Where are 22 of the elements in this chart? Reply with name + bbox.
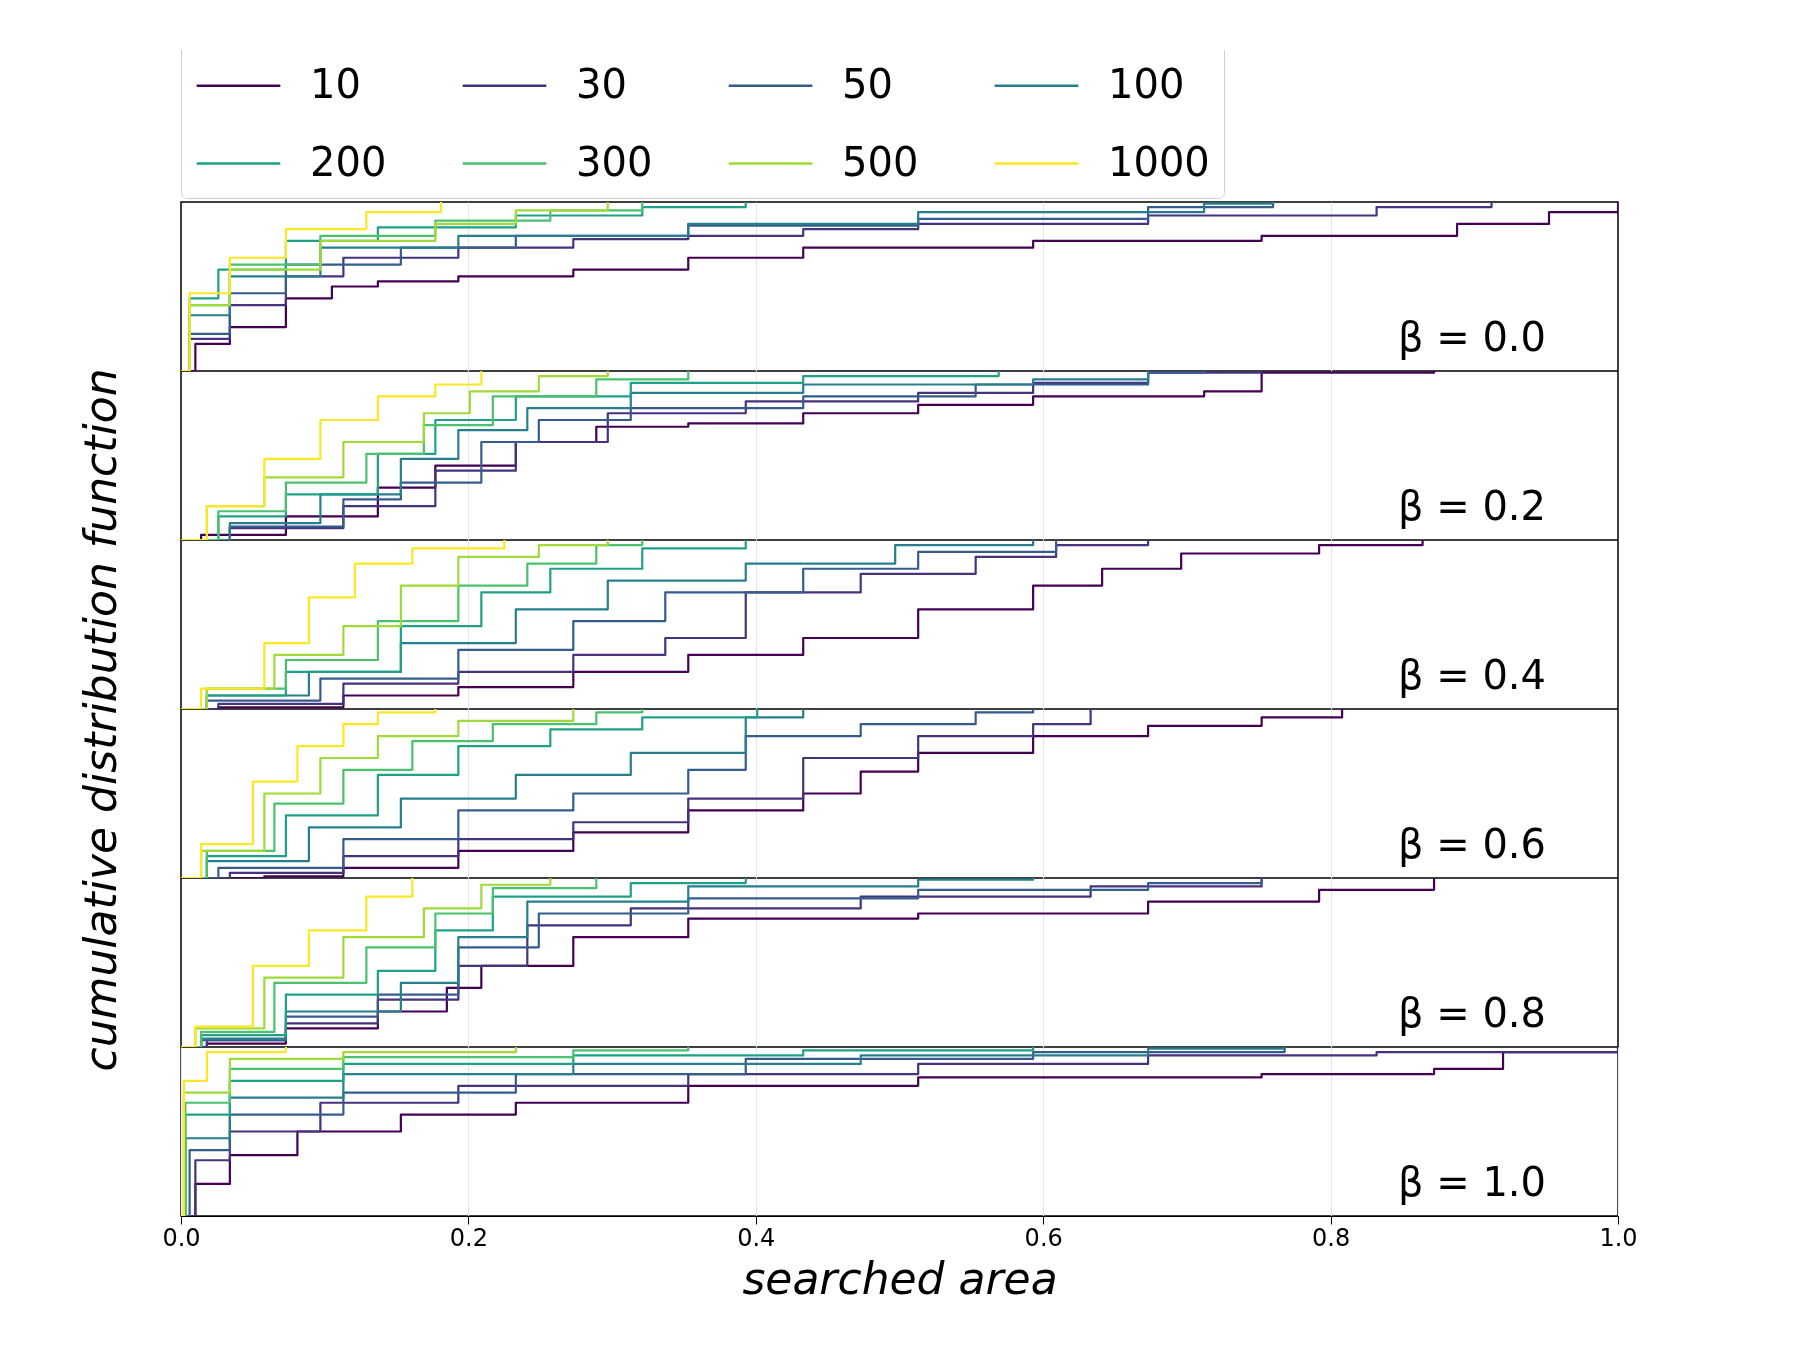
legend-label: 100: [1108, 60, 1185, 107]
x-tick-label: 0.0: [162, 1223, 201, 1252]
annotation: β = 0.0: [1397, 314, 1546, 360]
legend-label: 10: [310, 60, 361, 107]
x-axis-title: searched area: [742, 1252, 1058, 1304]
x-tick-label: 0.6: [1024, 1223, 1063, 1252]
x-tick-label: 0.4: [737, 1223, 776, 1252]
legend-label: 30: [576, 60, 627, 107]
annotation: β = 0.2: [1397, 483, 1546, 529]
x-tick-label: 0.2: [449, 1223, 488, 1252]
annotation: β = 0.6: [1397, 821, 1546, 867]
annotation: β = 0.8: [1397, 990, 1546, 1036]
annotation: β = 0.4: [1397, 652, 1546, 698]
legend-label: 500: [842, 138, 919, 185]
x-tick-label: 1.0: [1599, 1223, 1638, 1252]
legend-label: 200: [310, 138, 387, 185]
legend-label: 50: [842, 60, 893, 107]
legend-label: 1000: [1108, 138, 1210, 185]
annotation: β = 1.0: [1397, 1159, 1546, 1205]
legend-label: 300: [576, 138, 653, 185]
x-tick-label: 0.8: [1312, 1223, 1351, 1252]
y-axis-title: cumulative distribution function: [74, 368, 126, 1072]
